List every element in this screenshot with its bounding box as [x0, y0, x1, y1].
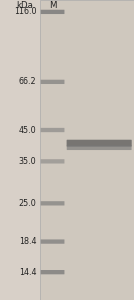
Text: 66.2: 66.2 [18, 77, 36, 86]
FancyBboxPatch shape [41, 80, 64, 84]
FancyBboxPatch shape [41, 128, 64, 132]
FancyBboxPatch shape [67, 145, 132, 150]
Text: M: M [49, 2, 56, 10]
FancyBboxPatch shape [41, 239, 64, 244]
FancyBboxPatch shape [67, 140, 132, 147]
Text: 116.0: 116.0 [14, 8, 36, 16]
Text: 45.0: 45.0 [18, 125, 36, 134]
FancyBboxPatch shape [41, 270, 64, 274]
Text: 25.0: 25.0 [18, 199, 36, 208]
Text: kDa: kDa [17, 2, 34, 10]
Bar [40, 0, 134, 300]
FancyBboxPatch shape [41, 201, 64, 206]
FancyBboxPatch shape [41, 10, 64, 14]
Text: 18.4: 18.4 [19, 237, 36, 246]
Text: 35.0: 35.0 [18, 157, 36, 166]
Text: 14.4: 14.4 [19, 268, 36, 277]
FancyBboxPatch shape [41, 159, 64, 164]
